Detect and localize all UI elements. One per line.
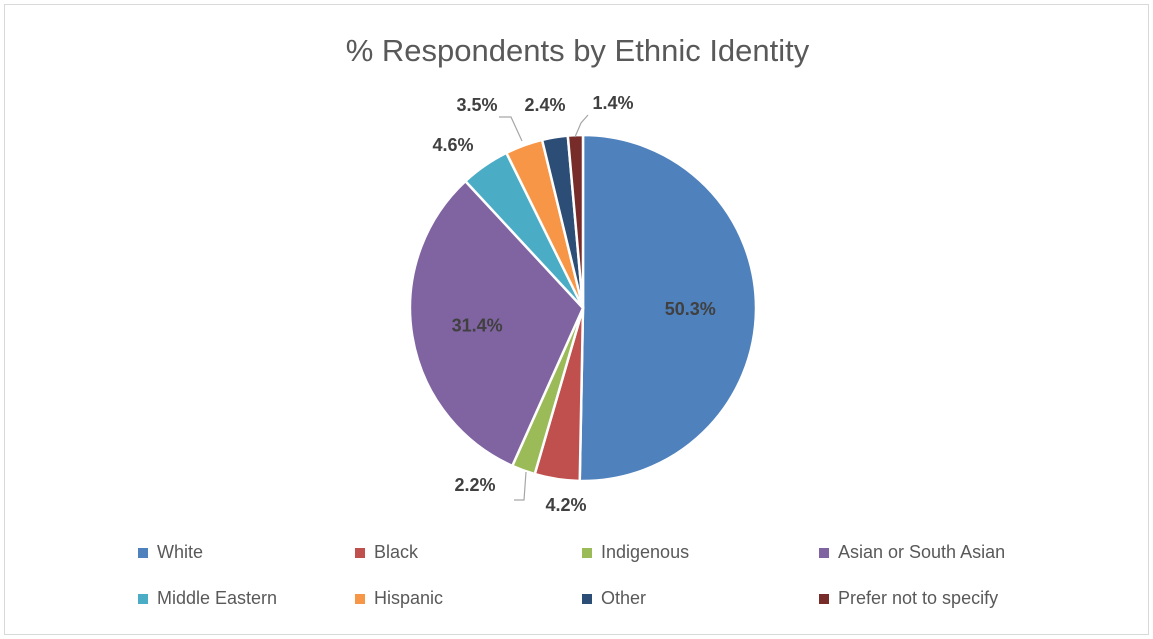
legend-label-indigenous: Indigenous bbox=[601, 542, 690, 562]
legend-swatch-asian-or-south-asian bbox=[819, 547, 829, 558]
pie-slice-asian-or-south-asian bbox=[408, 179, 585, 468]
legend-item-asian-or-south-asian: Asian or South Asian bbox=[819, 542, 1005, 563]
legend-item-white: White bbox=[138, 542, 203, 563]
legend-label-white: White bbox=[157, 542, 204, 562]
legend-swatch-prefer-not-to-specify bbox=[819, 593, 829, 604]
legend: White Black Indigenous Asian or South Asian… bbox=[5, 5, 1150, 636]
data-labels: 50.3% 4.2% 2.2% 31.4% 4.6% 3.5% 2.4% 1.4% bbox=[432, 93, 715, 515]
legend-swatch-black bbox=[355, 547, 365, 558]
legend-label-black: Black bbox=[374, 542, 419, 562]
data-label-indigenous: 2.2% bbox=[454, 475, 495, 495]
data-label-black: 4.2% bbox=[545, 495, 586, 515]
legend-swatch-other bbox=[582, 593, 592, 604]
legend-item-black: Black bbox=[355, 542, 418, 563]
legend-swatch-hispanic bbox=[355, 593, 365, 604]
pie-chart: 50.3% 4.2% 2.2% 31.4% 4.6% 3.5% 2.4% 1.4% bbox=[408, 93, 758, 515]
legend-item-other: Other bbox=[582, 588, 646, 609]
leader-line-hispanic bbox=[499, 116, 523, 142]
legend-label-hispanic: Hispanic bbox=[374, 588, 444, 608]
leader-lines bbox=[499, 114, 589, 501]
legend-label-middle-eastern: Middle Eastern bbox=[157, 588, 278, 608]
legend-label-asian-or-south-asian: Asian or South Asian bbox=[838, 542, 1006, 562]
legend-label-prefer-not-to-specify: Prefer not to specify bbox=[838, 588, 999, 608]
leader-line-indigenous bbox=[514, 471, 527, 501]
data-label-prefer-not-to-specify: 1.4% bbox=[592, 93, 633, 113]
legend-swatch-middle-eastern bbox=[138, 593, 148, 604]
chart-frame: % Respondents by Ethnic Identity 50.3% 4.… bbox=[4, 4, 1149, 635]
data-label-hispanic: 3.5% bbox=[456, 95, 497, 115]
chart-title: % Respondents by Ethnic Identity bbox=[345, 33, 810, 68]
pie-slice-white bbox=[578, 133, 758, 483]
data-label-middle-eastern: 4.6% bbox=[432, 135, 473, 155]
legend-item-prefer-not-to-specify: Prefer not to specify bbox=[819, 588, 998, 609]
legend-swatch-white bbox=[138, 547, 148, 558]
pie-slices bbox=[408, 133, 758, 483]
leader-line-prefer-not-to-specify bbox=[574, 114, 589, 138]
data-label-other: 2.4% bbox=[524, 95, 565, 115]
legend-item-indigenous: Indigenous bbox=[582, 542, 689, 563]
legend-item-hispanic: Hispanic bbox=[355, 588, 443, 609]
legend-label-other: Other bbox=[601, 588, 647, 608]
data-label-white: 50.3% bbox=[665, 299, 716, 319]
data-label-asian-or-south-asian: 31.4% bbox=[452, 315, 503, 335]
legend-swatch-indigenous bbox=[582, 547, 592, 558]
legend-item-middle-eastern: Middle Eastern bbox=[138, 588, 277, 609]
